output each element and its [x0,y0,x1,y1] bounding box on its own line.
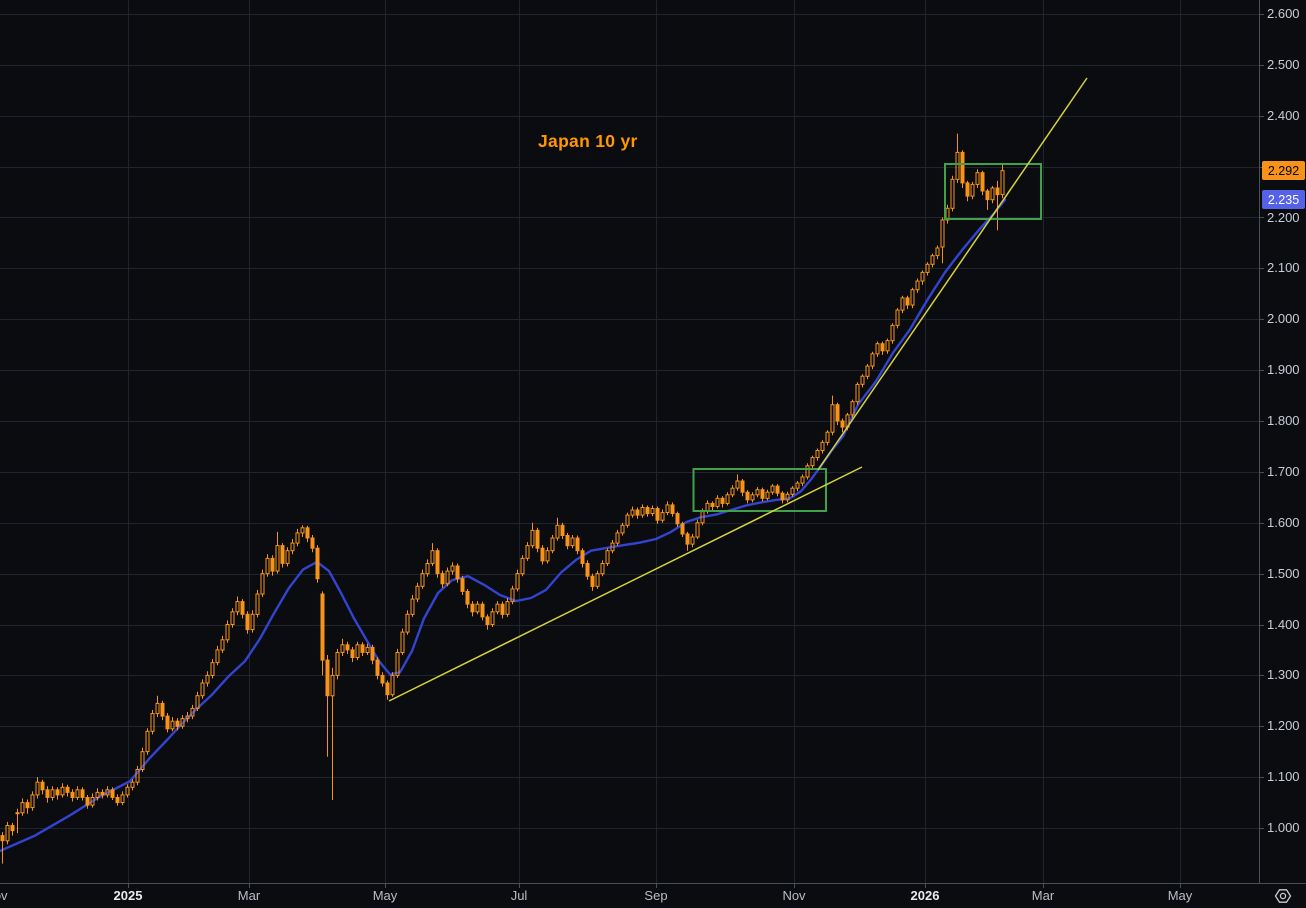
price-axis-tick [1260,574,1264,575]
price-axis-label: 1.700 [1267,463,1300,479]
price-axis-tick [1260,523,1264,524]
price-axis-tick [1260,421,1264,422]
price-axis-tick [1260,268,1264,269]
price-axis-label: 2.000 [1267,311,1300,327]
highlight-boxes[interactable] [692,163,1042,512]
chart-title: Japan 10 yr [538,131,638,151]
time-axis-label: Mar [1031,888,1055,903]
time-axis-label: Sep [644,888,668,903]
price-axis-label: 2.200 [1267,209,1300,225]
time-axis-tick [1043,884,1044,888]
time-axis-tick [249,884,250,888]
price-axis-label: 2.400 [1267,107,1300,123]
scale-settings-icon[interactable] [1273,886,1293,906]
trendline[interactable] [817,77,1088,471]
price-axis-label: 1.000 [1267,820,1300,835]
price-axis-tick [1260,472,1264,473]
price-axis-label: 1.400 [1267,616,1300,632]
highlight-box[interactable] [692,468,827,512]
price-axis-tick [1260,370,1264,371]
price-axis-label: 2.600 [1267,6,1300,21]
price-axis[interactable]: 2.292 2.235 1.000 1.100 1.200 1.300 1.400 1.5… [1259,0,1306,884]
trendline[interactable] [388,466,863,702]
price-axis-tick [1260,726,1264,727]
highlight-box[interactable] [944,163,1042,220]
time-axis-label: 2026 [910,888,940,903]
time-axis-tick [656,884,657,888]
price-axis-tick [1260,828,1264,829]
price-axis-label: 1.800 [1267,413,1300,428]
price-axis-tick [1260,625,1264,626]
ma-value-badge: 2.235 [1262,190,1305,210]
time-axis[interactable]: Nov 2025 Mar May Jul Sep Nov 2026 Mar May [0,884,1259,908]
time-axis-label: 2025 [113,888,143,903]
time-axis-tick [1180,884,1181,888]
time-axis-label: May [372,888,398,903]
price-axis-tick [1260,14,1264,15]
price-axis-tick [1260,65,1264,66]
price-axis-tick [1260,777,1264,778]
price-axis-corner[interactable] [1260,884,1306,908]
price-axis-label: 2.100 [1267,260,1300,276]
time-axis-label: Jul [510,888,528,903]
time-axis-tick [128,884,129,888]
price-axis-label: 1.200 [1267,718,1300,734]
price-axis-tick [1260,217,1264,218]
price-axis-label: 1.600 [1267,514,1300,530]
time-axis-tick [794,884,795,888]
candlestick-series[interactable] [0,133,1005,864]
time-axis-label: Nov [0,888,8,903]
time-axis-tick [925,884,926,888]
price-axis-label: 2.500 [1267,56,1300,72]
chart-plot[interactable]: Japan 10 yr [0,0,1259,883]
last-price-badge: 2.292 [1262,161,1305,181]
time-axis-tick [385,884,386,888]
time-axis-label: Nov [782,888,806,903]
price-axis-tick [1260,319,1264,320]
price-axis-label: 1.900 [1267,362,1300,378]
ma-line[interactable] [0,198,1007,853]
trendlines[interactable] [388,77,1088,702]
grid-layer [0,0,1259,883]
price-axis-label: 1.500 [1267,565,1300,581]
candlestick-chart-canvas [0,0,1259,883]
price-axis-tick [1260,116,1264,117]
price-axis-tick [1260,675,1264,676]
time-axis-tick [519,884,520,888]
axis-border [0,883,1306,884]
price-axis-label: 1.100 [1267,769,1300,785]
price-axis-label: 1.300 [1267,667,1300,683]
time-axis-label: May [1167,888,1193,903]
time-axis-label: Mar [237,888,261,903]
